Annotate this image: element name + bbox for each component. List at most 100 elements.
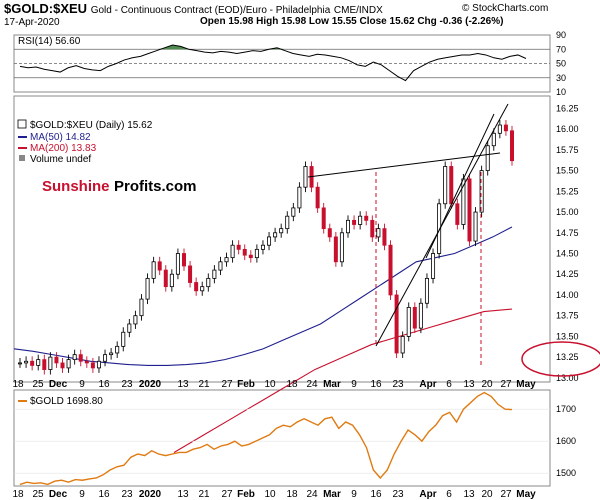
candle-body	[327, 228, 332, 238]
candle-body	[503, 124, 508, 132]
x-tick-label-gold: 18	[12, 489, 24, 500]
candle-body	[260, 244, 265, 250]
x-tick-label-gold: May	[516, 489, 536, 500]
candle-body	[127, 323, 132, 333]
candle-body	[455, 203, 460, 225]
candle-body	[267, 236, 272, 246]
candle-body	[72, 354, 77, 361]
price-tick-label: 13.50	[556, 331, 579, 341]
candle-body	[291, 207, 296, 217]
symbol-title: $GOLD:$XEU Gold - Continuous Contract (E…	[4, 1, 383, 16]
x-tick-label-gold: 23	[392, 489, 404, 500]
gold-tick-label: 1600	[556, 436, 576, 446]
x-tick-label-price: 23	[121, 379, 133, 390]
x-tick-label-gold: 9	[79, 489, 85, 500]
x-tick-label-gold: 25	[32, 489, 44, 500]
candle-body	[345, 219, 350, 234]
rsi-tick-label: 30	[556, 73, 566, 83]
stockcharts-credit: © StockCharts.com	[462, 3, 549, 14]
x-tick-label-price: 27	[500, 379, 512, 390]
candle-body	[279, 228, 284, 234]
candle-body	[24, 360, 29, 364]
candle-body	[218, 261, 223, 271]
rsi-legend: RSI(14) 56.60	[18, 36, 81, 47]
x-tick-label-gold: Apr	[419, 489, 436, 500]
x-tick-label-gold: 24	[306, 489, 318, 500]
price-tick-label: 15.25	[556, 186, 579, 196]
candle-body	[96, 360, 101, 369]
candle-body	[418, 302, 423, 329]
candle-body	[157, 261, 162, 271]
x-tick-label-price: 6	[446, 379, 452, 390]
candle-body	[406, 306, 411, 337]
price-tick-label: 13.00	[556, 373, 579, 383]
x-tick-label-price: 13	[177, 379, 189, 390]
x-tick-label-price: 9	[351, 379, 357, 390]
candle-body	[321, 207, 326, 230]
candle-body	[169, 273, 174, 288]
rsi-tick-label: 50	[556, 59, 566, 69]
x-tick-label-gold: Mar	[323, 489, 341, 500]
candle-body	[473, 211, 478, 242]
x-tick-label-gold: Dec	[49, 489, 68, 500]
candle-body	[42, 359, 47, 370]
rsi-tick-label: 70	[556, 44, 566, 54]
x-tick-label-gold: 18	[286, 489, 298, 500]
candle-body	[181, 253, 186, 267]
x-tick-label-gold: 16	[370, 489, 382, 500]
candle-body	[315, 186, 320, 209]
rsi-tick-label: 10	[556, 87, 566, 97]
x-tick-label-price: 10	[264, 379, 276, 390]
candle-body	[485, 145, 490, 172]
candle-body	[431, 253, 436, 279]
candle-body	[212, 269, 217, 279]
candle-body	[121, 331, 126, 347]
candle-body	[394, 294, 399, 354]
x-tick-label-gold: 21	[198, 489, 210, 500]
x-tick-label-price: 16	[98, 379, 110, 390]
candle-body	[54, 356, 59, 364]
gold-panel	[13, 389, 551, 487]
candle-body	[479, 170, 484, 213]
candle-body	[115, 345, 120, 354]
price-tick-label: 14.50	[556, 249, 579, 259]
candle-body	[36, 359, 41, 366]
annotation-ellipse	[521, 341, 600, 377]
candle-body	[388, 244, 393, 296]
price-tick-label: 14.75	[556, 228, 579, 238]
price-tick-label: 14.25	[556, 269, 579, 279]
candle-body	[242, 248, 247, 256]
x-tick-label-gold: 23	[121, 489, 133, 500]
ma50-legend-label: MA(50) 14.82	[30, 132, 91, 143]
x-tick-label-price: 9	[79, 379, 85, 390]
candle-body	[230, 244, 235, 259]
x-tick-label-gold: 6	[446, 489, 452, 500]
candle-body	[200, 286, 205, 292]
candle-body	[206, 277, 211, 288]
price-tick-label: 14.00	[556, 290, 579, 300]
x-tick-label-price: 18	[12, 379, 24, 390]
candle-body	[303, 166, 308, 188]
x-tick-label-price: 2020	[139, 379, 162, 390]
x-tick-label-gold: Feb	[237, 489, 255, 500]
candle-body	[352, 219, 357, 225]
candle-body	[497, 124, 502, 134]
x-tick-label-gold: 2020	[139, 489, 162, 500]
candle-body	[66, 359, 71, 369]
candle-body	[151, 261, 156, 279]
x-tick-label-gold: 16	[98, 489, 110, 500]
x-tick-label-price: Apr	[419, 379, 436, 390]
candle-body	[449, 166, 454, 205]
candle-body	[491, 132, 496, 147]
candle-body	[188, 265, 193, 283]
candle-body	[224, 257, 229, 263]
x-tick-label-gold: 13	[463, 489, 475, 500]
x-tick-label-gold: 27	[221, 489, 233, 500]
gold-legend-label: $GOLD 1698.80	[30, 396, 103, 407]
x-tick-label-price: 27	[221, 379, 233, 390]
candle-body	[333, 236, 338, 263]
candle-body	[109, 352, 114, 356]
price-tick-label: 13.75	[556, 311, 579, 321]
candle-body	[84, 360, 89, 364]
